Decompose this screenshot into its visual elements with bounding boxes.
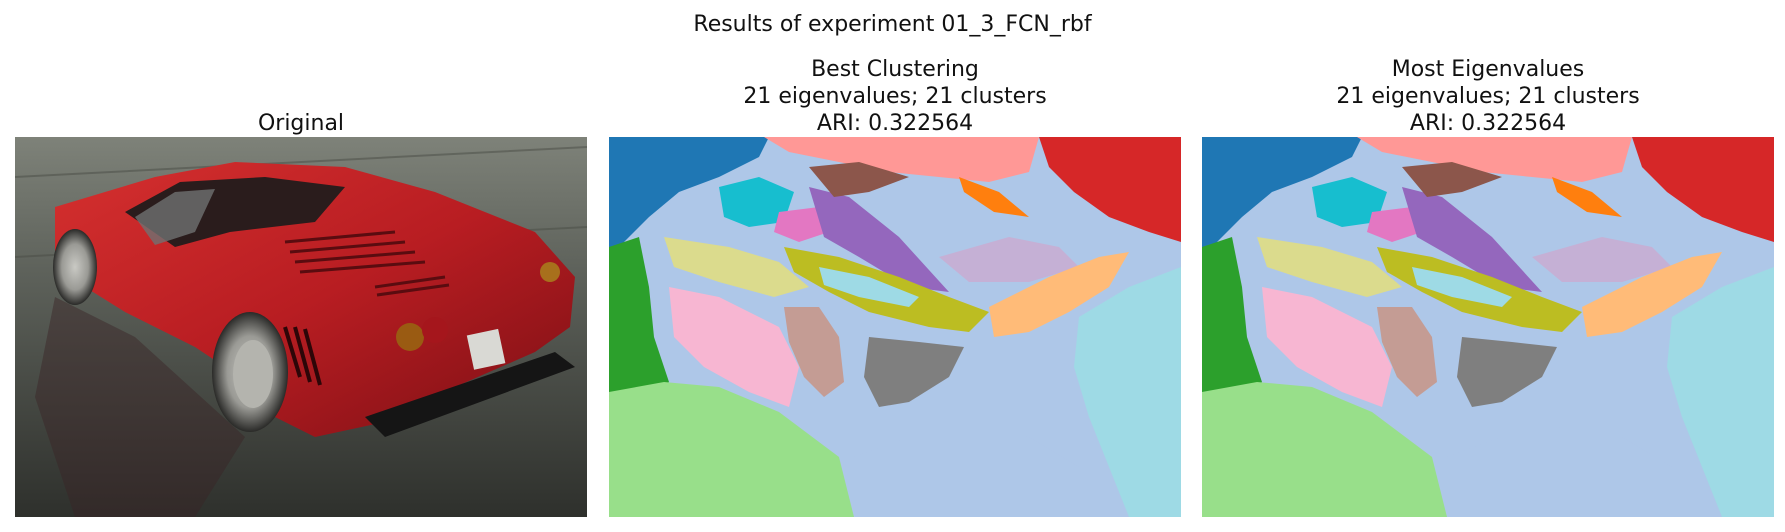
best-segmentation-cluster-region xyxy=(719,177,794,227)
panel-best-title-line-1: Best Clustering xyxy=(811,57,979,82)
best-segmentation-cluster-region xyxy=(939,237,1079,282)
most-segmentation-image xyxy=(1202,137,1774,517)
panel-most-title: Most Eigenvalues 21 eigenvalues; 21 clus… xyxy=(1202,56,1774,137)
most-segmentation-cluster-region xyxy=(1552,177,1622,217)
panel-best-title: Best Clustering 21 eigenvalues; 21 clust… xyxy=(609,56,1181,137)
best-segmentation-cluster-region xyxy=(609,237,669,397)
best-segmentation-cluster-region xyxy=(809,162,909,197)
panel-original: Original xyxy=(15,0,587,532)
most-segmentation-cluster-region xyxy=(1447,427,1702,517)
best-segmentation-cluster-region xyxy=(1074,267,1181,517)
panel-best-clustering: Best Clustering 21 eigenvalues; 21 clust… xyxy=(609,0,1181,532)
most-segmentation-cluster-region xyxy=(1312,177,1387,227)
panel-most-title-line-2: 21 eigenvalues; 21 clusters xyxy=(1336,84,1640,109)
most-segmentation-cluster-region xyxy=(1357,137,1632,182)
most-segmentation-cluster-region xyxy=(1202,382,1447,517)
original-photo xyxy=(15,137,587,517)
most-segmentation-cluster-region xyxy=(1582,252,1722,337)
best-segmentation-cluster-region xyxy=(1039,137,1181,242)
best-segmentation-cluster-region xyxy=(774,207,829,242)
most-segmentation-cluster-region xyxy=(1532,237,1672,282)
original-photo-drawing xyxy=(15,137,587,517)
best-segmentation-cluster-region xyxy=(609,137,769,252)
best-segmentation-cluster-region xyxy=(764,137,1039,182)
panel-most-title-line-3: ARI: 0.322564 xyxy=(1409,111,1567,136)
panel-best-title-line-3: ARI: 0.322564 xyxy=(816,111,974,136)
most-segmentation-cluster-region xyxy=(1412,267,1512,307)
best-segmentation-cluster-region xyxy=(664,237,809,297)
panel-most-title-line-1: Most Eigenvalues xyxy=(1391,57,1585,82)
best-segmentation-cluster-region xyxy=(864,337,964,407)
most-segmentation-cluster-region xyxy=(1202,237,1262,397)
most-segmentation-cluster-region xyxy=(1402,162,1502,197)
most-segmentation-cluster-region xyxy=(1667,267,1774,517)
most-segmentation-cluster-region xyxy=(1457,337,1557,407)
most-segmentation-drawing xyxy=(1202,137,1774,517)
most-segmentation-cluster-region xyxy=(1402,187,1542,292)
best-segmentation-image xyxy=(609,137,1181,517)
panel-best-title-line-2: 21 eigenvalues; 21 clusters xyxy=(743,84,1047,109)
most-segmentation-cluster-region xyxy=(1377,307,1437,397)
best-segmentation-cluster-region xyxy=(609,382,854,517)
most-segmentation-cluster-region xyxy=(1257,237,1402,297)
most-segmentation-cluster-region xyxy=(1632,137,1774,242)
best-segmentation-cluster-region xyxy=(784,307,844,397)
panel-original-title: Original xyxy=(15,110,587,137)
best-segmentation-drawing xyxy=(609,137,1181,517)
best-segmentation-cluster-region xyxy=(809,187,949,292)
best-segmentation-cluster-region xyxy=(959,177,1029,217)
best-segmentation-cluster-region xyxy=(989,252,1129,337)
figure-suptitle: Results of experiment 01_3_FCN_rbf xyxy=(693,12,1092,37)
most-segmentation-cluster-region xyxy=(1202,137,1362,252)
panel-most-eigenvalues: Most Eigenvalues 21 eigenvalues; 21 clus… xyxy=(1202,0,1774,532)
panel-original-title-line-1: Original xyxy=(257,111,345,136)
best-segmentation-cluster-region xyxy=(669,287,799,407)
most-segmentation-cluster-region xyxy=(1262,287,1392,407)
best-segmentation-cluster-region xyxy=(854,427,1109,517)
most-segmentation-cluster-region xyxy=(1367,207,1422,242)
best-segmentation-cluster-region xyxy=(819,267,919,307)
